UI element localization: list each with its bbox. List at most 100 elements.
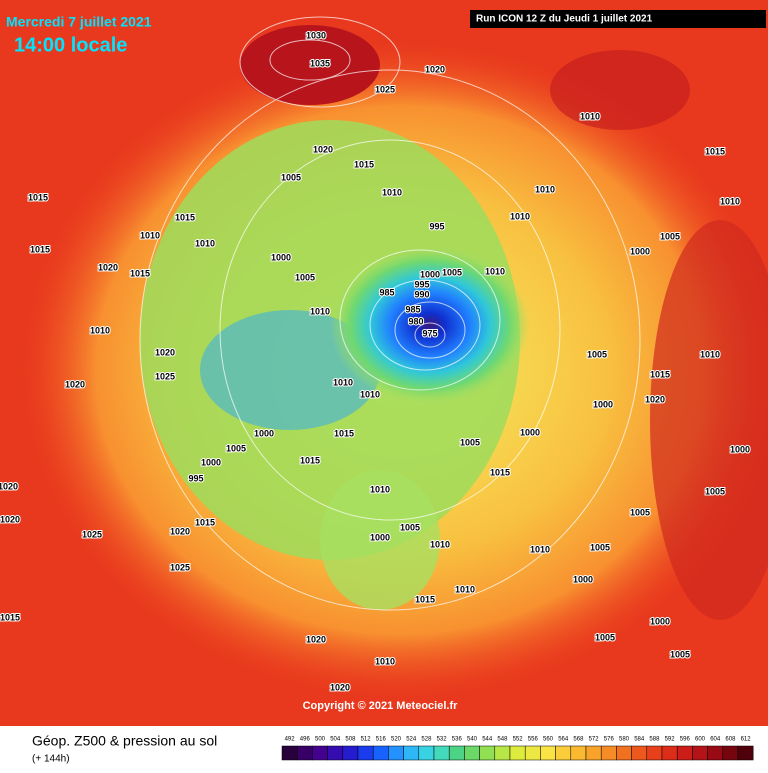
- high-pressure: [550, 50, 690, 130]
- pressure-label: 995: [188, 473, 203, 483]
- pressure-label: 1020: [0, 514, 20, 524]
- pressure-label: 1000: [650, 616, 670, 626]
- scale-swatch: [616, 745, 632, 761]
- pressure-label: 995: [429, 221, 444, 231]
- pressure-label: 990: [414, 289, 429, 299]
- scale-swatch: [494, 745, 511, 761]
- pressure-label: 1010: [455, 584, 475, 594]
- pressure-label: 1005: [442, 267, 462, 277]
- pressure-label: 1030: [306, 30, 326, 40]
- scale-label: 496: [300, 737, 311, 743]
- pressure-label: 1020: [65, 379, 85, 389]
- pressure-label: 1015: [0, 612, 20, 622]
- scale-label: 544: [482, 737, 493, 743]
- scale-swatch: [540, 745, 556, 761]
- pressure-label: 1005: [226, 443, 246, 453]
- scale-label: 528: [421, 737, 432, 743]
- map: Mercredi 7 juillet 2021 14:00 locale Run…: [0, 0, 768, 726]
- scale-label: 532: [437, 737, 448, 743]
- footer-lead: (+ 144h): [32, 754, 70, 765]
- scale-swatch: [296, 745, 313, 761]
- scale-label: 504: [330, 737, 341, 743]
- scale-label: 592: [665, 737, 676, 743]
- scale-label: 540: [467, 737, 478, 743]
- low-pressure: [330, 245, 530, 405]
- pressure-label: 1020: [306, 634, 326, 644]
- scale-swatch: [372, 745, 389, 761]
- pressure-label: 1010: [720, 196, 740, 206]
- pressure-label: 1020: [425, 64, 445, 74]
- color-scale: 492 496 500 504 508 512 516 520 524 528 532 536 540 5…: [281, 737, 754, 761]
- scale-swatch: [388, 745, 404, 761]
- pressure-label: 1020: [155, 347, 175, 357]
- high-pressure: [240, 25, 380, 105]
- scale-label: 612: [741, 737, 752, 743]
- scale-swatch: [737, 745, 754, 761]
- scale-label: 548: [497, 737, 508, 743]
- pressure-label: 1005: [670, 649, 690, 659]
- pressure-label: 1000: [370, 532, 390, 542]
- pressure-label: 1000: [254, 428, 274, 438]
- pressure-label: 1005: [587, 349, 607, 359]
- scale-label: 524: [406, 737, 417, 743]
- pressure-label: 1000: [593, 399, 613, 409]
- pressure-label: 1005: [460, 437, 480, 447]
- scale-label: 568: [573, 737, 584, 743]
- scale-label: 520: [391, 737, 402, 743]
- isobars: [139, 16, 641, 611]
- pressure-label: 980: [408, 316, 423, 326]
- scale-swatch: [357, 745, 374, 761]
- pressure-label: 1010: [535, 184, 555, 194]
- scale-swatch: [555, 745, 572, 761]
- scale-label: 536: [452, 737, 463, 743]
- pressure-label: 1005: [595, 632, 615, 642]
- scale-swatch: [509, 745, 526, 761]
- pressure-label: 985: [379, 287, 394, 297]
- green-zone: [320, 470, 440, 610]
- scale-label: 516: [376, 737, 387, 743]
- pressure-label: 1020: [170, 526, 190, 536]
- scale-swatch: [570, 745, 587, 761]
- scale-label: 556: [528, 737, 539, 743]
- pressure-label: 1005: [400, 522, 420, 532]
- pressure-label: 1015: [650, 369, 670, 379]
- pressure-label: 985: [405, 304, 420, 314]
- pressure-label: 1010: [333, 377, 353, 387]
- scale-swatch: [281, 745, 298, 761]
- pressure-label: 1015: [300, 455, 320, 465]
- pressure-label: 1005: [295, 272, 315, 282]
- pressure-label: 1015: [175, 212, 195, 222]
- pressure-label: 1025: [375, 84, 395, 94]
- scale-label: 600: [695, 737, 706, 743]
- scale-label: 572: [589, 737, 600, 743]
- pressure-label: 1010: [370, 484, 390, 494]
- pressure-label: 1010: [375, 656, 395, 666]
- warm-zone: [650, 220, 768, 620]
- date: Mercredi 7 juillet 2021: [6, 14, 152, 30]
- scale-swatch: [403, 745, 420, 761]
- scale-swatch: [646, 745, 663, 761]
- pressure-label: 1015: [705, 146, 725, 156]
- pressure-label: 1010: [310, 306, 330, 316]
- pressure-label: 1000: [201, 457, 221, 467]
- pressure-label: 1005: [590, 542, 610, 552]
- pressure-label: 1000: [271, 252, 291, 262]
- pressure-label: 1015: [354, 159, 374, 169]
- scale-label: 564: [558, 737, 569, 743]
- pressure-label: 1005: [705, 486, 725, 496]
- pressure-label: 1015: [334, 428, 354, 438]
- scale-label: 580: [619, 737, 630, 743]
- pressure-label: 1000: [630, 246, 650, 256]
- time: 14:00 locale: [14, 34, 127, 56]
- scale-label: 552: [513, 737, 524, 743]
- run-banner: [470, 10, 766, 28]
- scale-swatch: [661, 745, 678, 761]
- pressure-label: 1010: [382, 187, 402, 197]
- pressure-label: 1015: [28, 192, 48, 202]
- scale-swatch: [479, 745, 496, 761]
- pressure-label: 1015: [195, 517, 215, 527]
- pressure-label: 1020: [330, 682, 350, 692]
- pressure-label: 1020: [313, 144, 333, 154]
- scale-swatch: [342, 745, 359, 761]
